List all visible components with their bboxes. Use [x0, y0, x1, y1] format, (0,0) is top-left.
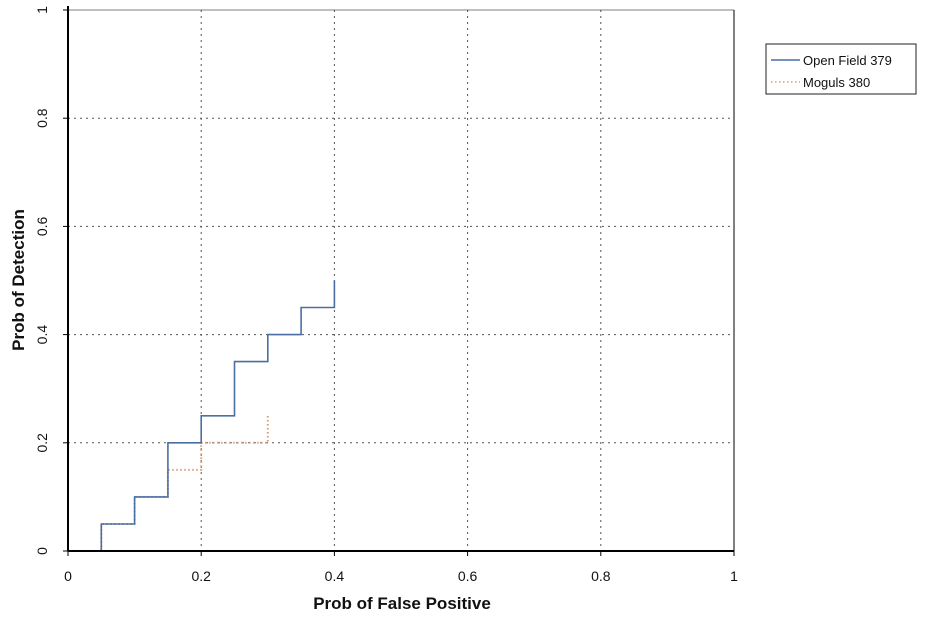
x-tick-label: 0.2 — [191, 568, 211, 584]
y-tick-label: 0.4 — [34, 325, 50, 345]
x-tick-label: 0.8 — [591, 568, 611, 584]
legend-box — [765, 43, 917, 95]
y-tick-label: 0.6 — [34, 216, 50, 236]
series-line-moguls — [100, 415, 269, 551]
x-tick-label: 0.4 — [325, 568, 345, 584]
y-axis-title: Prob of Detection — [9, 209, 28, 351]
legend: Open Field 379 Moguls 380 — [765, 43, 917, 95]
y-tick-label: 0 — [34, 547, 50, 555]
x-tick-label: 1 — [730, 568, 738, 584]
axes — [63, 6, 735, 556]
y-tick-label: 0.8 — [34, 108, 50, 128]
series-lines — [100, 280, 336, 551]
tick-labels: 0 0.2 0.4 0.6 0.8 1 0 0.2 0.4 0.6 0.8 1 — [34, 6, 738, 584]
x-tick-label: 0 — [64, 568, 72, 584]
x-tick-label: 0.6 — [458, 568, 478, 584]
x-axis-title: Prob of False Positive — [313, 594, 491, 613]
y-tick-label: 1 — [34, 6, 50, 14]
legend-label-open-field: Open Field 379 — [803, 53, 892, 68]
series-line-open-field — [100, 280, 336, 551]
legend-label-moguls: Moguls 380 — [803, 75, 870, 90]
y-tick-label: 0.2 — [34, 433, 50, 453]
grid-lines — [68, 10, 734, 551]
